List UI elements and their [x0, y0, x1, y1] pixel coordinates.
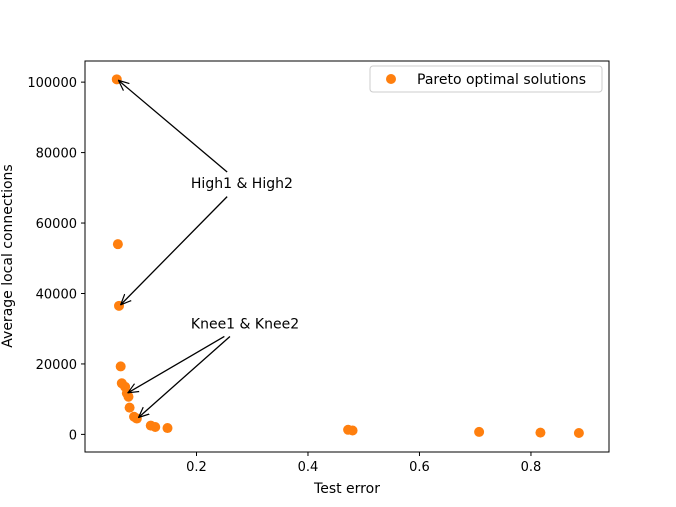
x-tick-label: 0.2 — [186, 460, 207, 475]
annotation-label: High1 & High2 — [191, 176, 293, 192]
y-tick-label: 0 — [69, 428, 77, 443]
x-axis-label: Test error — [313, 481, 380, 497]
x-axis-ticks: 0.2 0.4 0.6 0.8 — [186, 452, 541, 475]
data-point — [124, 402, 135, 413]
y-tick-label: 40000 — [36, 287, 77, 302]
annotations: High1 & High2 Knee1 & Knee2 — [118, 80, 299, 417]
annotation-label: Knee1 & Knee2 — [191, 317, 299, 333]
y-tick-label: 60000 — [36, 217, 77, 232]
data-point — [111, 74, 122, 85]
legend: Pareto optimal solutions — [369, 65, 603, 93]
data-point — [123, 391, 134, 402]
data-point — [573, 427, 584, 438]
plot-area — [84, 60, 610, 453]
data-point — [535, 427, 546, 438]
annotation-arrow — [128, 335, 225, 392]
x-tick-label: 0.4 — [298, 460, 319, 475]
annotation-arrow — [121, 196, 228, 305]
y-tick-label: 100000 — [27, 76, 77, 91]
data-point — [150, 421, 161, 432]
data-point — [347, 425, 358, 436]
legend-marker — [386, 74, 396, 84]
legend-box — [369, 65, 603, 93]
y-axis-ticks: 0 20000 40000 60000 80000 100000 — [27, 76, 85, 443]
annotation-arrow — [118, 80, 228, 173]
y-tick-label: 80000 — [36, 147, 77, 162]
data-point — [115, 361, 126, 372]
y-tick-label: 20000 — [36, 358, 77, 373]
x-tick-label: 0.6 — [409, 460, 430, 475]
annotation-arrow — [139, 335, 231, 417]
data-point — [474, 426, 485, 437]
x-tick-label: 0.8 — [521, 460, 542, 475]
data-point — [162, 423, 173, 434]
legend-label: Pareto optimal solutions — [417, 72, 586, 88]
data-point — [112, 239, 123, 250]
y-axis-label: Average local connections — [0, 164, 16, 347]
